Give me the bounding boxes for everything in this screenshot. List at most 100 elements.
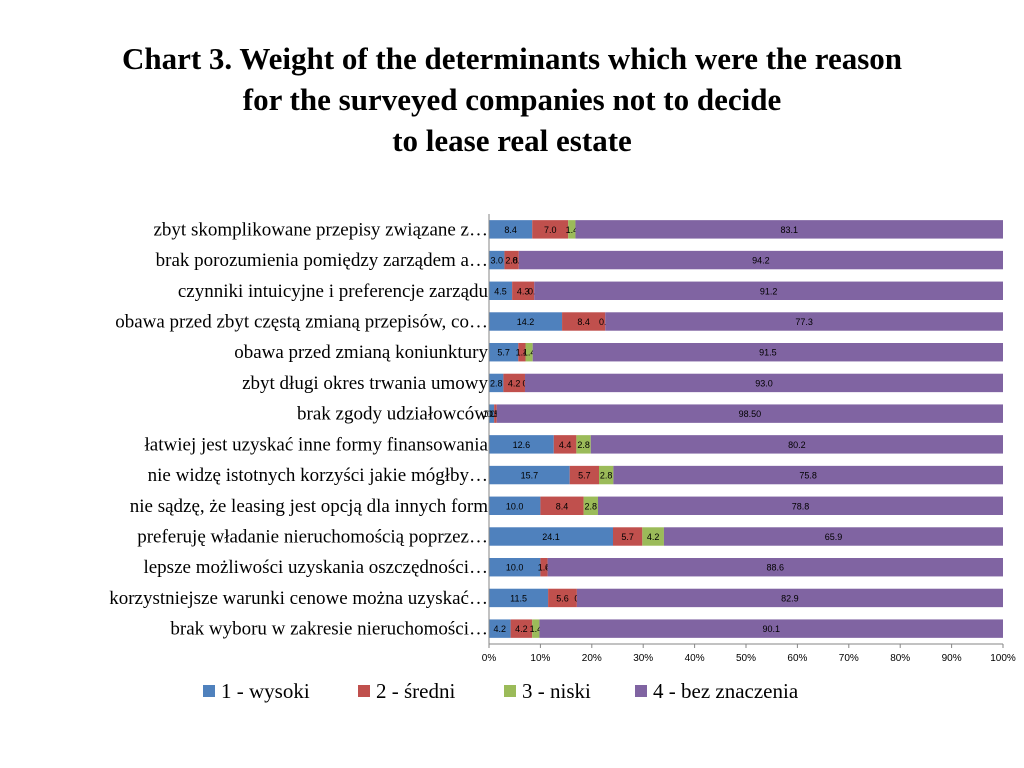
x-tick-label: 80% [890, 653, 910, 664]
data-label: 5.6 [556, 593, 569, 603]
chart-title-line-1: Chart 3. Weight of the determinants whic… [121, 41, 903, 76]
data-label: 5.7 [497, 348, 510, 358]
bar-segment-4 [663, 527, 1003, 546]
category-label: korzystniejsze warunki cenowe można uzys… [109, 588, 488, 609]
category-label: lepsze możliwości uzyskania oszczędności… [143, 557, 488, 578]
bar-segment-1 [489, 496, 541, 515]
bar-segment-1 [489, 435, 554, 454]
bar-segment-3 [576, 435, 591, 454]
legend-label: 1 - wysoki [221, 679, 310, 703]
x-tick-label: 10% [530, 653, 550, 664]
data-label: 75.8 [799, 471, 817, 481]
data-label: 91.2 [760, 286, 778, 296]
bar-segment-4 [605, 312, 1003, 331]
data-label: 8.4 [504, 225, 517, 235]
bar-segment-1 [489, 404, 495, 423]
data-label: 12.6 [513, 440, 531, 450]
bar-segment-1 [489, 281, 513, 300]
data-label: 2.8 [490, 378, 503, 388]
bar-segment-3 [642, 527, 664, 546]
bar-segment-2 [518, 343, 526, 362]
bar-segment-4 [532, 343, 1003, 362]
data-label: 14.2 [517, 317, 535, 327]
data-label: 24.1 [542, 532, 560, 542]
data-label: 83.1 [780, 225, 798, 235]
data-label: 8.4 [556, 501, 569, 511]
category-label: obawa przed zmianą koniunktury [234, 342, 488, 363]
data-label: 98.50 [739, 409, 762, 419]
category-label: brak zgody udziałowców [297, 404, 488, 425]
bar-segment-4 [597, 496, 1003, 515]
x-tick-label: 40% [685, 653, 705, 664]
legend: 1 - wysoki 2 - średni 3 - niski 4 - bez zna… [203, 679, 799, 703]
data-label: 3.0 [490, 256, 503, 266]
bar-segment-2 [510, 619, 533, 638]
bar-segment-1 [489, 588, 549, 608]
bar-segment-4 [518, 250, 1003, 270]
data-label: 4.5 [494, 286, 507, 296]
data-label: 2.8 [600, 471, 613, 481]
data-label: 10.0 [506, 563, 524, 573]
category-label: nie widzę istotnych korzyści jakie mógłb… [148, 465, 488, 486]
bar-segment-2 [562, 312, 606, 331]
data-label: 1.00 [483, 409, 501, 419]
bar-segment-3 [568, 220, 576, 239]
data-label: 10.0 [506, 501, 524, 511]
category-labels: zbyt skomplikowane przepisy związane z… b… [109, 219, 488, 639]
bars-layer: 8.47.01.483.13.02.80.094.24.54.30.091.21… [483, 220, 1003, 638]
data-label: 8.4 [577, 317, 590, 327]
bar-segment-1 [489, 558, 541, 577]
data-label: 1.4 [530, 624, 543, 634]
bar-segment-2 [504, 250, 519, 270]
bar-segment-4 [590, 435, 1003, 454]
data-label: 5.7 [578, 471, 591, 481]
bar-segment-2 [569, 465, 599, 485]
bar-segment-2 [532, 220, 569, 239]
bar-segment-2 [503, 373, 525, 393]
bar-segment-1 [489, 343, 519, 362]
category-label: brak wyboru w zakresie nieruchomości… [170, 619, 488, 640]
bar-segment-2 [553, 435, 577, 454]
x-tick-label: 30% [633, 653, 653, 664]
data-label: 91.5 [759, 348, 777, 358]
data-label: 1.4 [523, 348, 536, 358]
data-label: 82.9 [781, 593, 799, 603]
data-label: 90.1 [762, 624, 780, 634]
bar-segment-4 [575, 220, 1003, 239]
chart-title-line-3: to lease real estate [392, 123, 632, 158]
category-label: brak porozumienia pomiędzy zarządem a… [156, 250, 488, 271]
data-label: 4.2 [515, 624, 528, 634]
bar-segment-4 [613, 465, 1003, 485]
data-label: 1.4 [538, 563, 551, 573]
bar-segment-1 [489, 312, 563, 331]
bar-segment-2 [512, 281, 535, 300]
legend-label: 2 - średni [376, 679, 455, 703]
bar-segment-4 [539, 619, 1003, 638]
bar-segment-1 [489, 619, 511, 638]
data-label: 88.6 [767, 563, 785, 573]
data-label: 65.9 [825, 532, 843, 542]
data-label: 93.0 [755, 378, 773, 388]
x-tick-label: 90% [942, 653, 962, 664]
bar-segment-1 [489, 465, 570, 485]
x-tick-label: 70% [839, 653, 859, 664]
bar-segment-2 [612, 527, 643, 546]
category-label: zbyt skomplikowane przepisy związane z… [154, 219, 489, 240]
x-tick-label: 0% [482, 653, 497, 664]
data-label: 2.8 [577, 440, 590, 450]
category-label: obawa przed zbyt częstą zmianą przepisów… [115, 312, 488, 333]
data-label: 1.4 [566, 225, 579, 235]
bar-segment-3 [532, 619, 540, 638]
bar-segment-1 [489, 527, 613, 546]
chart-title: Chart 3. Weight of the determinants whic… [0, 38, 1024, 161]
x-tick-label: 20% [582, 653, 602, 664]
data-label: 5.7 [621, 532, 634, 542]
bar-segment-1 [489, 250, 505, 270]
category-label: preferuję władanie nieruchomością poprze… [137, 527, 488, 548]
bar-segment-4 [496, 404, 1003, 423]
bar-segment-2 [540, 558, 548, 577]
x-axis: 0% 10% 20% 30% 40% 50% 60% 70% 80% 90% 100% [482, 214, 1016, 664]
data-label: 4.3 [517, 286, 530, 296]
legend-swatch [504, 685, 516, 697]
